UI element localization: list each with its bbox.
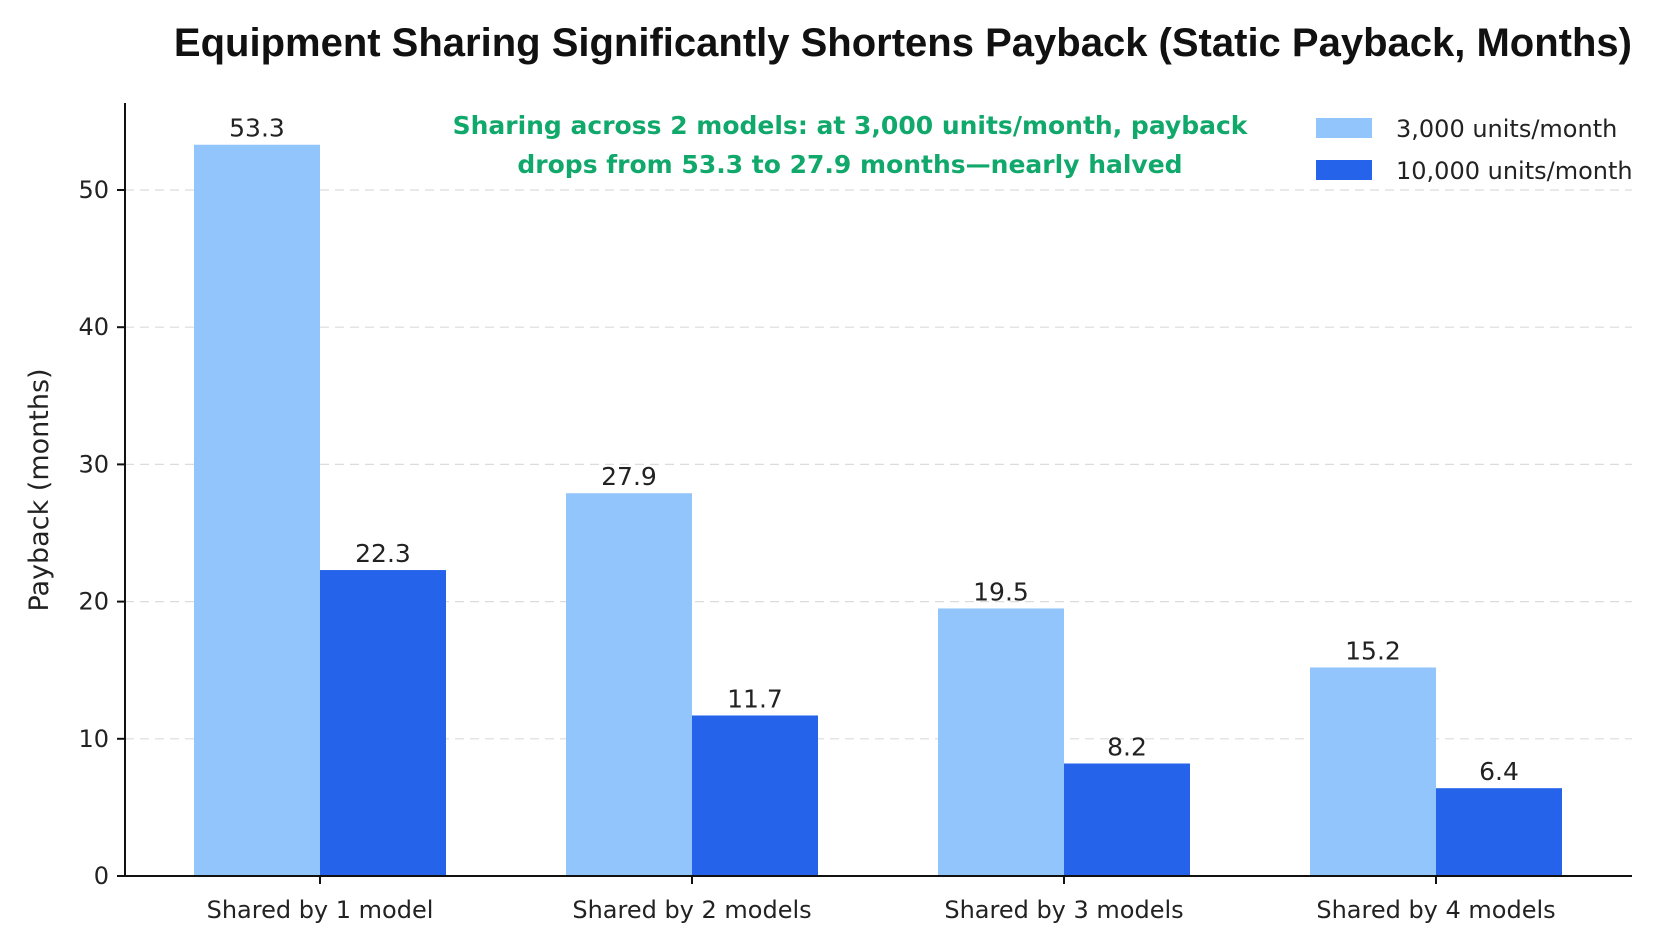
x-axis-ticks: Shared by 1 model Shared by 2 models Share… bbox=[207, 876, 1556, 924]
annotation-line-2: drops from 53.3 to 27.9 months—nearly ha… bbox=[517, 150, 1182, 179]
bars bbox=[194, 144, 1562, 876]
bar-3-000-units-month-3 bbox=[938, 608, 1064, 876]
y-axis-label: Payback (months) bbox=[24, 368, 55, 611]
annotation: Sharing across 2 models: at 3,000 units/… bbox=[453, 111, 1249, 179]
x-tick-label-1: Shared by 1 model bbox=[207, 896, 434, 924]
y-tick-label-40: 40 bbox=[78, 313, 109, 341]
bar-10-000-units-month-4 bbox=[1436, 788, 1562, 876]
legend: 3,000 units/month 10,000 units/month bbox=[1316, 115, 1633, 185]
y-tick-label-0: 0 bbox=[94, 862, 109, 890]
legend-swatch-10-000-units-month bbox=[1316, 160, 1372, 180]
x-tick-label-4: Shared by 4 models bbox=[1316, 896, 1555, 924]
legend-label-10-000-units-month: 10,000 units/month bbox=[1396, 157, 1633, 185]
bar-3-000-units-month-4 bbox=[1310, 667, 1436, 876]
chart-title: Equipment Sharing Significantly Shortens… bbox=[174, 21, 1632, 65]
annotation-line-1: Sharing across 2 models: at 3,000 units/… bbox=[453, 111, 1249, 140]
grid-lines bbox=[125, 189, 1632, 740]
legend-label-3-000-units-month: 3,000 units/month bbox=[1396, 115, 1617, 143]
data-label-3-000-units-month-3: 19.5 bbox=[973, 577, 1029, 606]
data-label-10-000-units-month-4: 6.4 bbox=[1479, 757, 1519, 786]
data-label-10-000-units-month-3: 8.2 bbox=[1107, 732, 1147, 761]
data-label-10-000-units-month-1: 22.3 bbox=[355, 539, 411, 568]
bar-3-000-units-month-1 bbox=[194, 144, 320, 876]
legend-swatch-3-000-units-month bbox=[1316, 118, 1372, 138]
bar-10-000-units-month-1 bbox=[320, 570, 446, 876]
data-labels: 53.3 22.3 27.9 11.7 19.5 8.2 15.2 6.4 bbox=[229, 114, 1519, 786]
y-tick-label-30: 30 bbox=[78, 450, 109, 478]
data-label-3-000-units-month-2: 27.9 bbox=[601, 462, 657, 491]
y-tick-label-10: 10 bbox=[78, 725, 109, 753]
bar-3-000-units-month-2 bbox=[566, 493, 692, 876]
data-label-3-000-units-month-1: 53.3 bbox=[229, 114, 285, 143]
y-tick-label-50: 50 bbox=[78, 176, 109, 204]
x-tick-label-2: Shared by 2 models bbox=[572, 896, 811, 924]
data-label-10-000-units-month-2: 11.7 bbox=[727, 684, 783, 713]
y-tick-label-20: 20 bbox=[78, 588, 109, 616]
data-label-3-000-units-month-4: 15.2 bbox=[1345, 636, 1401, 665]
bar-10-000-units-month-2 bbox=[692, 715, 818, 876]
y-axis-ticks: 0 10 20 30 40 50 bbox=[78, 176, 125, 890]
x-tick-label-3: Shared by 3 models bbox=[944, 896, 1183, 924]
bar-10-000-units-month-3 bbox=[1064, 763, 1190, 876]
